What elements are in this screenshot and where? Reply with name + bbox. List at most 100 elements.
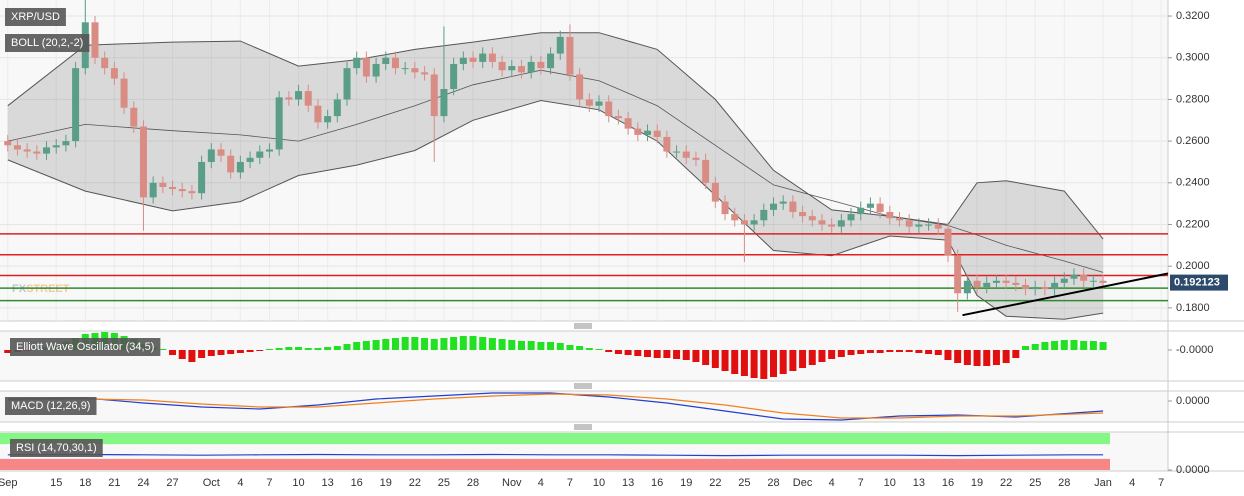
y-tick-label: 0.2400 bbox=[1176, 177, 1210, 189]
oscillator-bar bbox=[847, 350, 855, 355]
candle-body bbox=[973, 280, 981, 288]
candle-body bbox=[760, 209, 768, 221]
panel-label: RSI (14,70,30,1) bbox=[16, 442, 97, 454]
candle-body bbox=[353, 57, 361, 69]
x-tick-label: 7 bbox=[858, 477, 864, 489]
oscillator-bar bbox=[760, 350, 768, 379]
candle-body bbox=[256, 151, 264, 158]
oscillator-bar bbox=[227, 350, 235, 354]
panel-label: XRP/USD bbox=[11, 11, 60, 23]
panel-grips[interactable] bbox=[574, 323, 592, 430]
ewo-panel bbox=[0, 331, 1168, 381]
candle-body bbox=[866, 203, 874, 208]
candle-body bbox=[188, 191, 196, 194]
oscillator-bar bbox=[624, 350, 632, 355]
candle-body bbox=[450, 63, 458, 90]
candle-body bbox=[1080, 274, 1088, 281]
oscillator-bar bbox=[547, 342, 555, 350]
candle-body bbox=[33, 151, 41, 154]
x-tick-label: Sep bbox=[0, 477, 18, 489]
oscillator-bar bbox=[265, 349, 273, 350]
y-tick-label: 0.1800 bbox=[1176, 302, 1210, 314]
x-tick-label: Nov bbox=[502, 477, 522, 489]
oscillator-bar bbox=[450, 337, 458, 350]
oscillator-bar bbox=[362, 341, 370, 350]
candle-body bbox=[799, 211, 807, 217]
candle-body bbox=[440, 89, 448, 117]
candle-body bbox=[857, 207, 865, 215]
x-tick-label: 24 bbox=[137, 477, 149, 489]
candle-body bbox=[469, 57, 477, 62]
candle-body bbox=[527, 61, 535, 73]
x-tick-label: 4 bbox=[829, 477, 835, 489]
candle-body bbox=[362, 57, 370, 77]
candle-body bbox=[925, 224, 933, 226]
oscillator-bar bbox=[314, 348, 322, 350]
oscillator-bar bbox=[721, 350, 729, 371]
oscillator-bar bbox=[702, 350, 710, 365]
oscillator-bar bbox=[992, 350, 1000, 365]
oscillator-bar bbox=[799, 350, 807, 368]
candle-body bbox=[992, 280, 1000, 283]
oscillator-bar bbox=[692, 350, 700, 362]
oscillator-bar bbox=[527, 341, 535, 350]
candle-body bbox=[740, 220, 748, 225]
y-tick-label: -0.0000 bbox=[1176, 344, 1213, 356]
candle-body bbox=[52, 145, 60, 148]
oscillator-bar bbox=[401, 337, 409, 350]
oscillator-bar bbox=[605, 350, 613, 352]
x-tick-label: 16 bbox=[351, 477, 363, 489]
candle-body bbox=[556, 36, 564, 54]
candle-body bbox=[1002, 280, 1010, 283]
x-tick-label: 21 bbox=[108, 477, 120, 489]
last-price-box bbox=[1170, 274, 1228, 291]
candle-body bbox=[72, 68, 80, 142]
x-tick-label: 22 bbox=[409, 477, 421, 489]
oscillator-bar bbox=[653, 350, 661, 358]
oscillator-bar bbox=[915, 350, 923, 353]
oscillator-bar bbox=[421, 338, 429, 350]
oscillator-bar bbox=[614, 350, 622, 354]
oscillator-bar bbox=[711, 350, 719, 368]
oscillator-bar bbox=[1051, 341, 1059, 350]
candle-body bbox=[169, 186, 177, 190]
x-tick-label: 7 bbox=[1158, 477, 1164, 489]
panel-label: MACD (12,26,9) bbox=[11, 400, 90, 412]
oscillator-bar bbox=[1012, 350, 1020, 358]
oscillator-bar bbox=[954, 350, 962, 363]
oscillator-bar bbox=[217, 350, 225, 355]
oscillator-bar bbox=[828, 350, 836, 359]
oscillator-bar bbox=[905, 350, 913, 352]
oscillator-bar bbox=[295, 347, 303, 350]
oscillator-bar bbox=[663, 350, 671, 358]
oscillator-bar bbox=[459, 336, 467, 350]
oscillator-bar bbox=[837, 350, 845, 357]
x-tick-label: 15 bbox=[50, 477, 62, 489]
candle-body bbox=[886, 211, 894, 219]
candle-body bbox=[1060, 278, 1068, 283]
candle-body bbox=[896, 218, 904, 221]
candle-body bbox=[488, 53, 496, 62]
label-box bbox=[5, 8, 66, 26]
oscillator-bar bbox=[944, 350, 952, 360]
candle-body bbox=[711, 182, 719, 202]
candle-body bbox=[547, 53, 555, 69]
oscillator-bar bbox=[585, 348, 593, 350]
candle-body bbox=[779, 201, 787, 204]
candle-body bbox=[343, 68, 351, 100]
candle-body bbox=[828, 224, 836, 227]
x-tick-label: 25 bbox=[738, 477, 750, 489]
x-tick-label: 4 bbox=[1129, 477, 1135, 489]
oscillator-bar bbox=[372, 340, 380, 350]
candle-body bbox=[304, 91, 312, 106]
oscillator-bar bbox=[391, 338, 399, 350]
candle-body bbox=[905, 220, 913, 227]
y-tick-label: 0.2800 bbox=[1176, 93, 1210, 105]
candle-body bbox=[498, 61, 506, 71]
oscillator-bar bbox=[769, 350, 777, 377]
x-tick-label: 16 bbox=[942, 477, 954, 489]
panel-label: BOLL (20,2,-2) bbox=[11, 37, 83, 49]
candle-body bbox=[769, 203, 777, 210]
candle-body bbox=[4, 141, 12, 146]
candle-body bbox=[566, 36, 574, 75]
